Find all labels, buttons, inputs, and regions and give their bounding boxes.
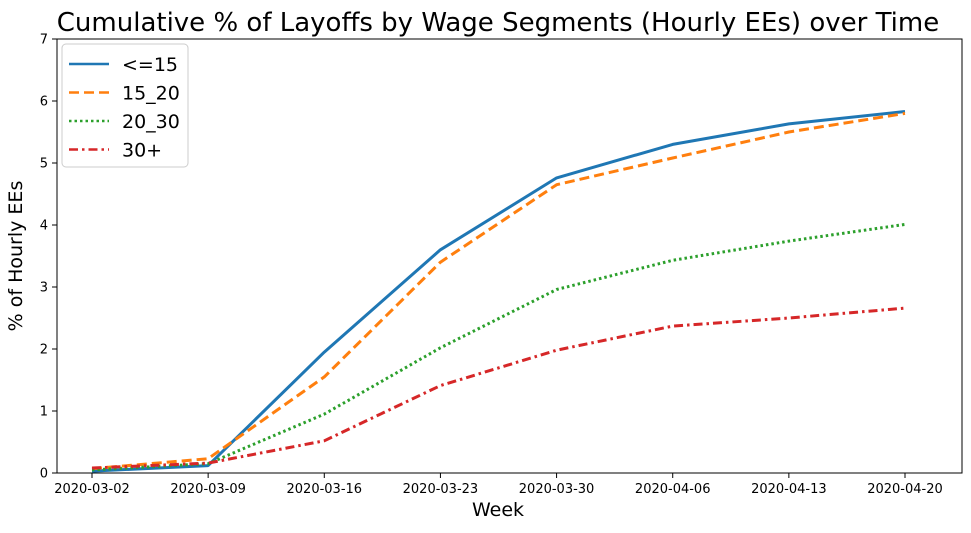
x-tick-label: 2020-03-02 — [54, 482, 130, 497]
y-tick-label: 2 — [40, 343, 48, 358]
x-axis-label: Week — [472, 499, 524, 521]
y-tick-label: 0 — [40, 467, 48, 482]
series-lines — [91, 110, 906, 473]
y-axis-label: % of Hourly EEs — [5, 181, 27, 332]
legend-box — [61, 43, 189, 168]
legend: <=15 15_20 20_30 30+ — [61, 43, 189, 168]
x-tick-label: 2020-04-13 — [751, 482, 827, 497]
y-axis: 0 1 2 3 4 5 6 7 — [40, 33, 57, 482]
y-tick-label: 1 — [40, 405, 48, 420]
series-line-0 — [91, 110, 906, 473]
series-line-3 — [91, 306, 906, 470]
series-line-1 — [91, 111, 906, 471]
legend-label: <=15 — [122, 54, 178, 76]
series-line-2 — [91, 222, 906, 472]
legend-label: 20_30 — [122, 111, 180, 133]
y-tick-label: 7 — [40, 33, 48, 48]
x-tick-label: 2020-03-09 — [170, 482, 246, 497]
x-tick-label: 2020-03-16 — [287, 482, 363, 497]
legend-label: 15_20 — [122, 83, 180, 105]
x-tick-label: 2020-04-20 — [867, 482, 943, 497]
y-tick-label: 6 — [40, 95, 48, 110]
x-tick-label: 2020-04-06 — [635, 482, 711, 497]
x-tick-label: 2020-03-23 — [403, 482, 479, 497]
y-tick-label: 4 — [40, 219, 48, 234]
chart-title: Cumulative % of Layoffs by Wage Segments… — [57, 8, 939, 38]
plot-area — [56, 38, 963, 474]
y-tick-label: 3 — [40, 281, 48, 296]
legend-label: 30+ — [122, 140, 162, 162]
y-tick-label: 5 — [40, 157, 48, 172]
x-tick-label: 2020-03-30 — [519, 482, 595, 497]
x-axis: 2020-03-02 2020-03-09 2020-03-16 2020-03-23… — [54, 473, 943, 497]
